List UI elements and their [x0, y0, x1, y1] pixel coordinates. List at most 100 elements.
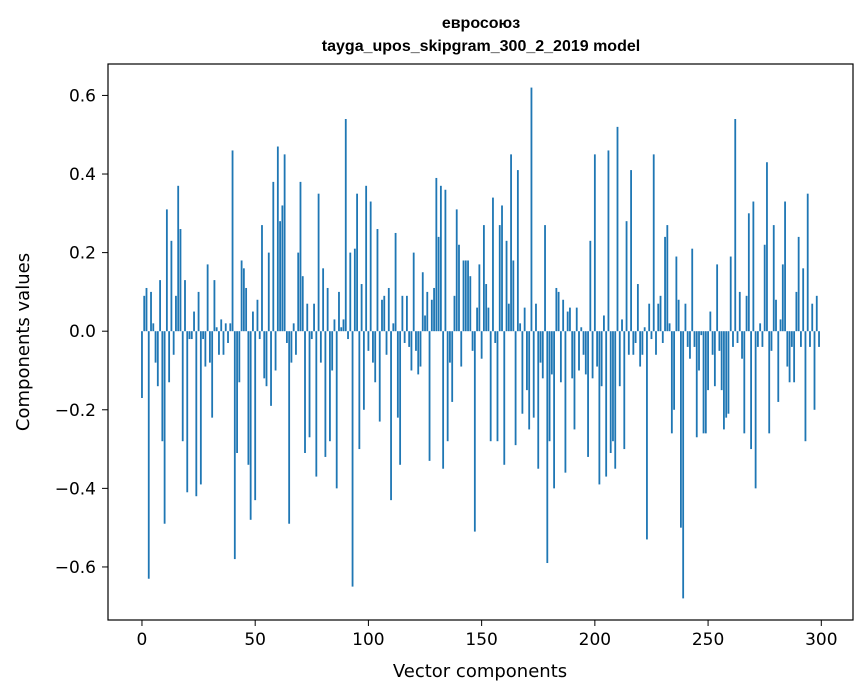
bar-25 [197, 291, 200, 332]
bar-31 [211, 331, 214, 418]
bar-293 [804, 331, 807, 442]
bar-45 [242, 268, 245, 332]
bar-10 [163, 331, 166, 524]
bar-241 [686, 331, 689, 347]
bar-175 [537, 331, 540, 469]
bar-42 [236, 331, 238, 453]
x-tick-label: 0 [137, 630, 148, 650]
bar-111 [392, 323, 395, 332]
y-tick-label: −0.4 [55, 479, 96, 499]
bar-27 [202, 331, 205, 340]
bar-243 [691, 248, 694, 332]
bar-219 [636, 284, 639, 332]
bar-231 [664, 236, 666, 332]
bar-271 [754, 331, 757, 489]
bar-196 [584, 331, 587, 375]
bar-46 [245, 287, 248, 332]
bar-211 [618, 331, 621, 387]
bar-98 [362, 331, 365, 410]
bar-104 [376, 229, 379, 332]
bar-47 [247, 331, 250, 465]
bar-174 [535, 303, 537, 332]
bar-213 [623, 331, 626, 450]
bar-160 [503, 331, 506, 465]
bar-290 [797, 236, 800, 332]
bar-109 [387, 287, 390, 332]
bar-163 [510, 154, 512, 332]
x-tick-label: 100 [352, 630, 384, 650]
bar-21 [188, 331, 191, 340]
bar-72 [304, 331, 306, 453]
bar-205 [605, 331, 608, 477]
bar-158 [498, 225, 501, 332]
bar-84 [331, 331, 334, 371]
bar-128 [430, 299, 433, 332]
y-axis-label: Components values [13, 253, 34, 431]
bar-136 [449, 331, 451, 363]
bar-180 [548, 331, 551, 442]
bar-129 [433, 287, 435, 332]
bar-63 [283, 154, 286, 332]
bar-55 [265, 331, 268, 387]
bar-209 [614, 331, 617, 469]
bar-254 [716, 264, 719, 332]
bar-207 [609, 331, 612, 453]
bar-39 [229, 323, 232, 332]
bar-73 [306, 303, 309, 332]
bar-92 [349, 252, 352, 332]
y-tick-label: −0.2 [55, 401, 96, 421]
bar-277 [768, 331, 771, 434]
bar-38 [227, 331, 229, 343]
bar-53 [261, 225, 263, 332]
bar-141 [460, 331, 463, 367]
bar-44 [240, 260, 243, 332]
bar-87 [338, 291, 340, 332]
y-tick-label: 0.2 [69, 244, 96, 264]
bar-29 [206, 264, 209, 332]
bar-295 [809, 331, 811, 347]
bar-229 [659, 295, 662, 332]
bar-89 [342, 319, 345, 332]
bar-113 [396, 331, 399, 418]
bar-192 [575, 307, 578, 332]
bar-135 [446, 331, 449, 442]
bar-96 [358, 331, 361, 450]
bar-214 [625, 221, 628, 332]
bar-170 [526, 331, 528, 391]
bar-247 [700, 331, 703, 336]
bar-79 [319, 331, 322, 363]
bar-23 [193, 311, 195, 332]
bar-202 [598, 331, 601, 485]
bar-210 [616, 126, 619, 332]
bar-37 [224, 323, 227, 332]
bar-183 [555, 287, 558, 332]
bar-116 [403, 331, 406, 343]
bar-60 [276, 146, 279, 332]
bar-16 [177, 185, 180, 332]
bar-266 [743, 331, 746, 434]
bar-5 [152, 323, 155, 332]
bar-203 [600, 331, 603, 387]
bar-125 [424, 315, 426, 332]
bar-283 [781, 264, 784, 332]
bar-33 [215, 327, 218, 332]
bar-49 [252, 311, 254, 332]
bar-225 [650, 331, 653, 340]
bar-280 [775, 299, 777, 332]
bar-221 [641, 331, 644, 355]
bar-198 [589, 240, 592, 332]
y-tick-label: 0.6 [69, 86, 96, 106]
bar-100 [367, 331, 370, 351]
bar-173 [532, 331, 535, 418]
bar-99 [365, 185, 368, 332]
y-tick-label: 0.0 [69, 322, 96, 342]
bar-282 [779, 319, 782, 332]
bar-222 [643, 327, 646, 332]
bar-291 [800, 331, 802, 347]
bar-57 [270, 331, 272, 406]
bar-40 [231, 150, 234, 332]
bar-294 [806, 193, 809, 332]
bar-148 [476, 307, 479, 332]
bar-273 [759, 323, 762, 332]
bar-165 [514, 331, 517, 446]
